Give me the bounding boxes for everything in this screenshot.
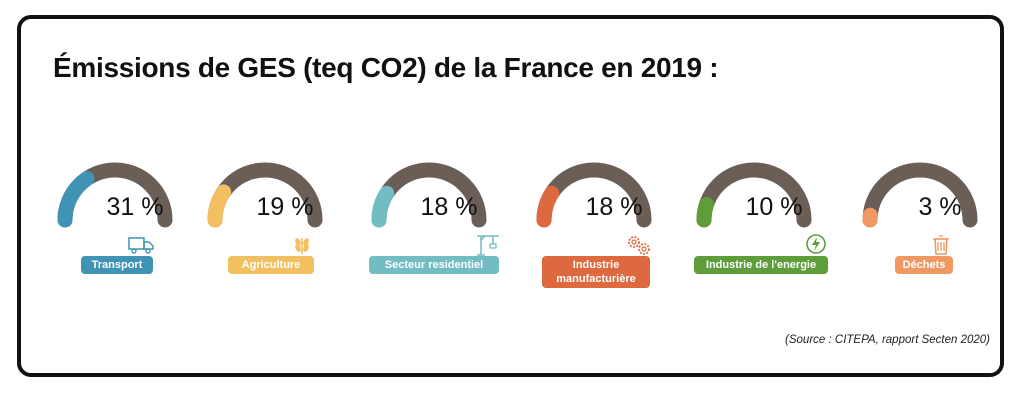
gauge-3: 18 % Secteur residentiel <box>369 160 509 295</box>
gauge-5: 10 % Industrie de l'energie <box>694 160 834 295</box>
gauge-value-arc <box>57 171 95 228</box>
gauge-1: 31 % Transport <box>55 160 195 295</box>
gauge-arc <box>57 162 173 228</box>
lightning-icon <box>802 232 830 256</box>
gauge-arc <box>862 162 978 228</box>
gears-icon <box>624 232 652 256</box>
category-label: Déchets <box>895 256 953 274</box>
wheat-icon <box>288 232 316 256</box>
category-label: Secteur residentiel <box>369 256 499 274</box>
gauge-track <box>862 162 978 228</box>
gauge-value-label: 19 % <box>256 193 314 221</box>
gauge-2: 19 % Agriculture <box>205 160 345 295</box>
gauge-arc <box>207 162 323 228</box>
gauge-value-label: 18 % <box>585 193 643 221</box>
gauge-value-arc <box>371 185 395 228</box>
category-label: Industrie de l'energie <box>694 256 828 274</box>
infographic-card <box>17 15 1004 377</box>
chart-title: Émissions de GES (teq CO2) de la France … <box>53 52 719 83</box>
gauge-arc <box>696 162 812 228</box>
crane-icon <box>473 232 501 256</box>
gauge-value-label: 10 % <box>745 193 803 221</box>
trash-icon <box>927 232 955 256</box>
gauge-value-arc <box>696 197 714 228</box>
category-label: Agriculture <box>228 256 314 274</box>
gauge-arc <box>536 162 652 228</box>
gauge-value-label: 3 % <box>918 193 962 221</box>
gauge-6: 3 % Déchets <box>860 160 1000 295</box>
category-label: Industrie manufacturière <box>542 256 650 288</box>
source-note: (Source : CITEPA, rapport Secten 2020) <box>785 334 990 346</box>
gauge-value-arc <box>207 184 232 228</box>
gauge-value-arc <box>536 185 560 228</box>
gauge-value-label: 31 % <box>106 193 164 221</box>
category-label: Transport <box>81 256 153 274</box>
gauge-4: 18 % Industrie manufacturière <box>534 160 674 295</box>
gauge-value-label: 18 % <box>420 193 478 221</box>
truck-icon <box>127 232 155 256</box>
gauge-arc <box>371 162 487 228</box>
